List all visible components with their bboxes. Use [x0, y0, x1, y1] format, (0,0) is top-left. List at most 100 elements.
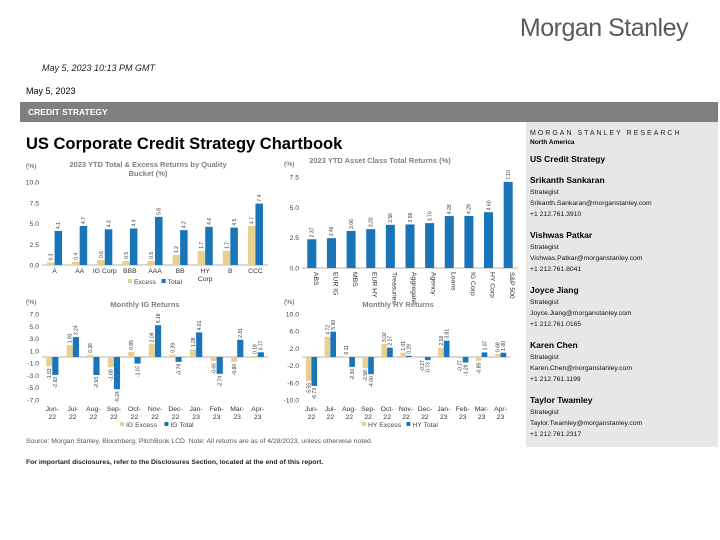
- x-tick-label: Oct-22: [128, 406, 141, 421]
- bar-ig-excess: [66, 345, 73, 357]
- analyst-role: Strategist: [530, 354, 559, 361]
- monthly-hy-returns-chart: Monthly HY Returns (%) -10.0 -6.0 -2.0 2.0 6.0…: [284, 299, 510, 429]
- x-tick-label: Jan-23: [189, 406, 202, 421]
- x-tick-label: Nov-22: [148, 406, 162, 421]
- x-tick-label: IG Corp: [93, 268, 117, 275]
- bar-total: [307, 239, 317, 268]
- x-tick-label: IG Corp: [469, 272, 476, 296]
- data-label: 0.5: [149, 252, 155, 259]
- bar-total: [405, 224, 415, 268]
- x-tick-label: Feb-23: [456, 406, 470, 421]
- disclosure-note: For important disclosures, refer to the …: [26, 459, 324, 466]
- quality-returns-chart: 2023 YTD Total & Excess Returns by Quali…: [26, 160, 268, 286]
- x-tick-label: A: [52, 268, 57, 275]
- brand-logo: Morgan Stanley: [519, 14, 689, 42]
- analyst-name: Srikanth Sankaran: [530, 175, 605, 185]
- bar-ig-total: [196, 332, 203, 357]
- source-note: Source: Morgan Stanley, Bloomberg, Pitch…: [26, 438, 373, 445]
- analyst-role: Strategist: [530, 299, 559, 306]
- data-label: 3.70: [427, 211, 433, 221]
- data-label: -1.53: [47, 368, 53, 380]
- bar-total: [444, 216, 454, 268]
- data-label: 4.2: [182, 221, 188, 228]
- bar-total: [129, 228, 138, 265]
- analyst-email[interactable]: Joyce.Jiang@morganstanley.com: [530, 310, 632, 317]
- y-tick-label: 5.0: [290, 205, 300, 212]
- data-label: 4.01: [197, 320, 203, 330]
- bar-total: [79, 225, 88, 265]
- legend-label: HY Excess: [368, 422, 402, 429]
- bar-excess: [97, 260, 105, 265]
- bar-ig-excess: [169, 354, 176, 357]
- bar-hy-excess: [475, 357, 482, 361]
- x-tick-label: Aug-22: [86, 406, 100, 421]
- y-tick-label: 0.0: [290, 266, 300, 273]
- chart-title-line2: Bucket (%): [129, 169, 168, 178]
- data-label: 2.17: [388, 336, 394, 346]
- data-label: 4.72: [325, 325, 331, 335]
- x-tick-label: Treasuries: [390, 272, 397, 304]
- data-label: 0.4: [74, 253, 80, 260]
- y-tick-label: -3.0: [27, 373, 39, 380]
- data-label: 1.00: [501, 341, 507, 351]
- analyst-name: Vishwas Patkar: [530, 230, 593, 240]
- bar-hy-total: [500, 352, 507, 357]
- data-label: 0.29: [407, 344, 413, 354]
- x-tick-label: BB: [176, 268, 186, 275]
- analyst-email[interactable]: Vishwas.Patkar@morganstanley.com: [530, 255, 643, 262]
- data-label: 0.11: [344, 345, 350, 355]
- chart-title: Monthly HY Returns: [362, 300, 434, 309]
- data-label: 1.07: [482, 340, 488, 350]
- asset-class-returns-chart: 2023 YTD Asset Class Total Returns (%) (%…: [284, 156, 518, 304]
- y-tick-label: 3.0: [30, 336, 40, 343]
- analyst-card: Vishwas Patkar Strategist Vishwas.Patkar@m…: [530, 230, 714, 275]
- y-tick-label: -2.0: [287, 363, 299, 370]
- bar-ig-total: [155, 325, 162, 357]
- data-label: 4.5: [232, 218, 238, 225]
- x-tick-label: Aug-22: [342, 406, 356, 421]
- y-tick-label: 10.0: [26, 180, 39, 187]
- x-tick-label: AA: [75, 268, 85, 275]
- data-label: -2.74: [218, 376, 224, 388]
- x-tick-label: Dec-22: [418, 406, 432, 421]
- x-tick-label: Mar-23: [475, 406, 489, 421]
- legend-label: HY Total: [412, 422, 438, 429]
- data-label: -0.85: [477, 362, 483, 374]
- y-axis-unit: (%): [284, 299, 295, 306]
- x-tick-label: S&P 500: [508, 272, 515, 299]
- y-axis-unit: (%): [284, 161, 295, 168]
- analyst-sidebar: MORGAN STANLEY RESEARCH North America US…: [526, 122, 718, 447]
- analyst-card: Srikanth Sankaran Strategist Srikanth.Sank…: [530, 175, 714, 220]
- bar-ig-total: [52, 357, 59, 375]
- bar-hy-excess: [400, 352, 406, 357]
- bar-hy-excess: [438, 347, 444, 357]
- data-label: -0.27: [458, 360, 464, 372]
- data-label: -2.58: [363, 370, 369, 382]
- timestamp: May 5, 2023 10:13 PM GMT: [42, 63, 156, 73]
- analyst-role: Strategist: [530, 409, 559, 416]
- bar-total: [205, 226, 213, 265]
- data-label: 0.68: [496, 342, 502, 352]
- analyst-email[interactable]: Taylor.Twamley@morganstanley.com: [530, 420, 643, 427]
- data-label: -5.24: [115, 391, 121, 403]
- x-tick-label: EUR HY: [371, 272, 378, 298]
- data-label: 4.3: [106, 220, 112, 227]
- x-tick-label: Sep-22: [107, 406, 121, 421]
- bar-total: [484, 212, 494, 268]
- data-label: 3.81: [444, 329, 450, 339]
- bar-total: [464, 215, 474, 268]
- bar-hy-total: [387, 347, 393, 357]
- y-tick-label: -5.0: [27, 385, 39, 392]
- x-tick-label: Dec-22: [168, 406, 182, 421]
- y-tick-label: -1.0: [27, 361, 39, 368]
- data-label: 5.8: [157, 208, 163, 215]
- data-label: 5.18: [156, 313, 162, 323]
- analyst-email[interactable]: Karen.Chen@morganstanley.com: [530, 365, 632, 372]
- legend-label: Excess: [134, 279, 157, 286]
- bar-total: [155, 216, 163, 265]
- data-label: 0.36: [88, 343, 94, 353]
- analyst-email[interactable]: Srikanth.Sankaran@morganstanley.com: [530, 200, 652, 207]
- bar-excess: [147, 260, 155, 265]
- x-tick-label: HY Corp: [489, 272, 496, 298]
- bar-ig-excess: [128, 351, 135, 357]
